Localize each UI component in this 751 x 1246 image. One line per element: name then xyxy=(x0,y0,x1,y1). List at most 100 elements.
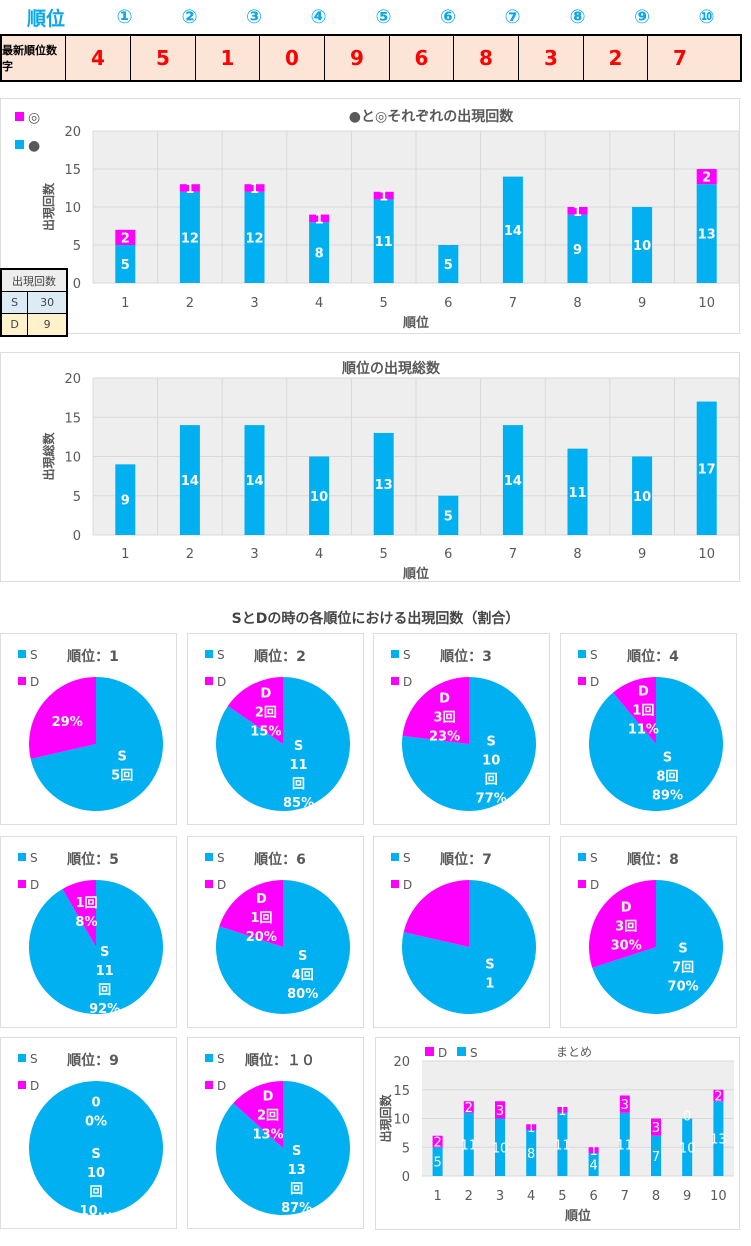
legend-label: S xyxy=(403,648,411,662)
data-label: 13 xyxy=(375,478,393,493)
pie-data-label: 回 xyxy=(290,1182,303,1197)
bar-segment xyxy=(619,1112,630,1176)
bar-segment xyxy=(713,1101,724,1176)
pie-data-label: 23% xyxy=(429,729,460,744)
data-label: 5 xyxy=(433,1156,441,1171)
y-tick-label: 20 xyxy=(393,1055,410,1070)
y-tick-label: 0 xyxy=(73,529,81,544)
bar-segment xyxy=(463,1101,474,1113)
pie-chart-rank-7: S 1 順位：7 S D xyxy=(373,836,550,1028)
count-table-value: 9 xyxy=(27,313,68,337)
pie-title: 順位：6 xyxy=(254,851,306,868)
pie-data-label: 10 xyxy=(87,1166,105,1181)
pie-title: 順位：2 xyxy=(254,648,306,665)
legend-swatch xyxy=(205,853,213,861)
chart-total-count: 0 5 10 15 20 9 1 14 2 14 3 10 4 13 5 5 6 14 7 11 8 10 9 17 10 順位 順… xyxy=(0,352,740,582)
y-axis-label: 出現総数 xyxy=(41,432,56,481)
pie-chart-rank-8: S 7回 70% D 3回 30% 順位：8 S D xyxy=(560,836,737,1028)
legend-label: S xyxy=(30,851,38,865)
x-tick-label: 1 xyxy=(121,296,129,311)
legend-swatch xyxy=(18,1054,26,1062)
bar-segment xyxy=(309,214,330,223)
bar-segment xyxy=(115,464,136,535)
bar-segment xyxy=(502,425,523,535)
rank-header-cell: ④ xyxy=(310,6,327,28)
pie-data-label: 29% xyxy=(52,715,83,730)
bar-segment xyxy=(179,184,200,192)
pie-data-label: D xyxy=(260,686,271,701)
latest-digit-cell: 5 xyxy=(131,36,196,80)
rank-header-cell: ⑧ xyxy=(569,6,586,28)
bar-segment xyxy=(115,245,136,283)
data-label: 1 xyxy=(185,182,194,197)
pie-data-label: 0 xyxy=(91,1096,100,1111)
data-label: 8 xyxy=(527,1147,535,1162)
bar-segment xyxy=(696,169,717,185)
pie-chart-rank-4: S 8回 89% D 1回 11% 順位：4 S D xyxy=(560,633,737,825)
data-label: 13 xyxy=(698,228,716,243)
bar-segment xyxy=(682,1118,693,1176)
data-label: 0 xyxy=(683,1110,691,1125)
x-axis-label: 順位 xyxy=(565,1208,591,1224)
pie-title: 順位：3 xyxy=(440,648,492,665)
latest-digit-cell: 9 xyxy=(325,36,390,80)
data-label: 10 xyxy=(633,490,651,505)
latest-digits-label: 最新順位数字 xyxy=(2,36,66,80)
pie-data-label: 70% xyxy=(668,980,699,995)
pie-data-label: S xyxy=(294,739,303,754)
rank-header-cell: ⑤ xyxy=(375,6,392,28)
y-axis-label: 出現回数 xyxy=(378,1094,393,1143)
data-label: 17 xyxy=(698,462,716,477)
legend-swatch xyxy=(15,140,24,149)
bar-segment xyxy=(244,425,265,535)
pie-data-label: D xyxy=(621,900,632,915)
count-table-header: 出現回数 xyxy=(0,268,68,292)
legend-label: S xyxy=(590,648,598,662)
bar-segment xyxy=(696,401,717,535)
pie-title: 順位：8 xyxy=(627,851,679,868)
pie-section-title: SとDの時の各順位における出現回数（割合） xyxy=(231,611,520,627)
pie-data-label: 3回 xyxy=(615,919,637,934)
x-tick-label: 4 xyxy=(315,547,323,562)
legend-label: D xyxy=(30,1079,39,1093)
data-label: 1 xyxy=(558,1104,566,1119)
y-tick-label: 10 xyxy=(64,201,81,216)
x-tick-label: 9 xyxy=(638,547,646,562)
data-label: 8 xyxy=(315,247,324,262)
x-axis-label: 順位 xyxy=(403,315,429,331)
x-tick-label: 10 xyxy=(698,296,715,311)
pie-title: 順位：9 xyxy=(67,1052,119,1069)
legend-label: S xyxy=(30,648,38,662)
x-tick-label: 10 xyxy=(698,547,715,562)
x-tick-label: 9 xyxy=(683,1189,691,1204)
x-tick-label: 4 xyxy=(315,296,323,311)
x-tick-label: 6 xyxy=(589,1189,597,1204)
pie-data-label: 回 xyxy=(485,773,498,788)
data-label: 2 xyxy=(121,231,130,246)
data-label: 2 xyxy=(465,1101,473,1116)
data-label: 7 xyxy=(652,1150,660,1165)
data-label: 5 xyxy=(121,258,130,273)
latest-digit-cell: 7 xyxy=(673,46,687,70)
legend-swatch xyxy=(205,677,213,685)
x-tick-label: 8 xyxy=(573,547,581,562)
chart-summary: 0 5 10 15 20 5 2 1 11 2 2 10 3 3 8 1 4 11 1 5 4 1 6 11 3 7 7 3 8 10 0 9… xyxy=(375,1037,740,1230)
pie-data-label: 11 xyxy=(290,758,308,773)
bar-segment xyxy=(567,448,588,535)
data-label: 10 xyxy=(679,1141,696,1156)
latest-digit-cell: 0 xyxy=(260,36,325,80)
pie-data-label: 8回 xyxy=(656,769,678,784)
bar-segment xyxy=(651,1118,661,1136)
pie-data-label: 1回 xyxy=(75,896,97,911)
rank-header-cell: ⑦ xyxy=(504,6,521,28)
pie-slice-d xyxy=(233,1081,283,1148)
data-label: 2 xyxy=(714,1090,722,1105)
x-tick-label: 6 xyxy=(444,296,452,311)
count-table-key: D xyxy=(0,313,29,337)
legend-swatch xyxy=(18,677,26,685)
pie-data-label: 11% xyxy=(628,722,659,737)
chart-title: 順位の出現総数 xyxy=(342,360,441,377)
bar-segment xyxy=(309,222,330,283)
chart-each-count: 0 5 10 15 20 5 2 1 12 1 2 12 1 3 8 1 4 11 1 5 5 6 14 7 9 1 8 10 9 13 2… xyxy=(0,98,740,334)
bar-segment xyxy=(502,176,523,283)
